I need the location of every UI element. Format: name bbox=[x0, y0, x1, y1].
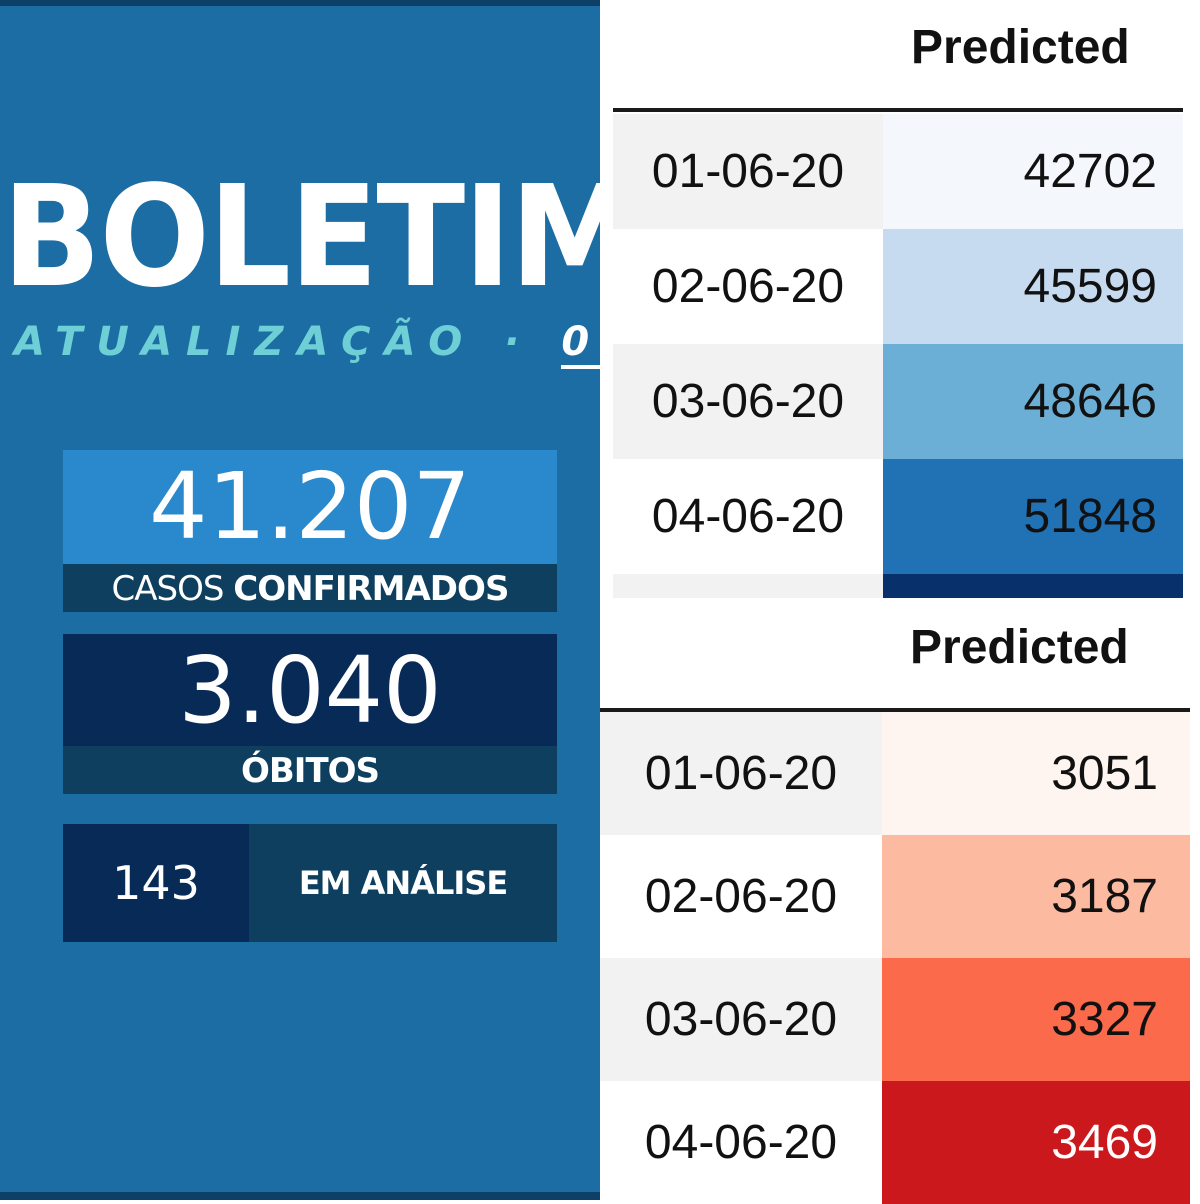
table-row: 04-06-20 3469 bbox=[600, 1081, 1190, 1204]
row-date: 04-06-20 bbox=[644, 1116, 838, 1169]
update-date: 0 bbox=[561, 319, 600, 369]
confirmed-cases-label: CASOS CONFIRMADOS bbox=[63, 566, 557, 612]
row-predicted-value: 3469 bbox=[882, 1081, 1190, 1204]
row-predicted-value: 51848 bbox=[883, 459, 1183, 574]
predicted-cases-header: Predicted bbox=[911, 21, 1130, 74]
row-predicted-value-partial bbox=[883, 574, 1183, 598]
confirmed-cases-label-bg bbox=[63, 564, 557, 612]
row-date: 03-06-20 bbox=[651, 375, 845, 428]
deaths-label-bg bbox=[63, 746, 557, 794]
row-predicted-value: 48646 bbox=[883, 344, 1183, 459]
table-row: 01-06-20 3051 bbox=[600, 712, 1190, 835]
row-date: 03-06-20 bbox=[644, 993, 838, 1046]
table-row: 02-06-20 45599 bbox=[613, 229, 1183, 344]
confirmed-cases-number-bg bbox=[63, 450, 557, 564]
predicted-cases-table: Predicted 01-06-20 42702 02-06-20 45599 03-0… bbox=[613, 0, 1200, 600]
predicted-deaths-header: Predicted bbox=[910, 621, 1129, 674]
under-analysis-value: 143 bbox=[112, 856, 200, 910]
table-row: 02-06-20 3187 bbox=[600, 835, 1190, 958]
row-predicted-value: 3051 bbox=[882, 712, 1190, 835]
header-rule bbox=[613, 108, 1183, 112]
update-label: ATUALIZAÇÃO · bbox=[14, 319, 534, 365]
deaths-value: 3.040 bbox=[178, 637, 442, 744]
table-row: 01-06-20 42702 bbox=[613, 114, 1183, 229]
boletim-title: BOLETIM bbox=[2, 156, 600, 319]
row-date: 02-06-20 bbox=[644, 870, 838, 923]
deaths-number-bg bbox=[63, 634, 557, 746]
confirmed-label-prefix: CASOS bbox=[111, 569, 225, 609]
table-row: 03-06-20 48646 bbox=[613, 344, 1183, 459]
confirmed-label-bold: CONFIRMADOS bbox=[233, 569, 509, 609]
row-date: 01-06-20 bbox=[651, 145, 845, 198]
confirmed-cases-value: 41.207 bbox=[149, 453, 471, 560]
row-predicted-value: 3327 bbox=[882, 958, 1190, 1081]
top-border bbox=[0, 0, 600, 6]
row-predicted-value: 42702 bbox=[883, 114, 1183, 229]
header-rule bbox=[600, 708, 1190, 712]
update-line: ATUALIZAÇÃO · 0 bbox=[14, 318, 600, 369]
table-row-partial bbox=[613, 574, 1183, 598]
row-predicted-value: 45599 bbox=[883, 229, 1183, 344]
under-analysis-number-bg bbox=[63, 824, 249, 942]
table-row: 04-06-20 51848 bbox=[613, 459, 1183, 574]
row-predicted-value: 3187 bbox=[882, 835, 1190, 958]
table-row: 03-06-20 3327 bbox=[600, 958, 1190, 1081]
predicted-deaths-table: Predicted 01-06-20 3051 02-06-20 3187 03-06-… bbox=[600, 600, 1200, 1204]
row-date: 04-06-20 bbox=[651, 490, 845, 543]
under-analysis-label-bg bbox=[249, 824, 557, 942]
under-analysis-label: EM ANÁLISE bbox=[298, 864, 508, 902]
boletim-panel: BOLETIM ATUALIZAÇÃO · 0 41.207 CASOS CON… bbox=[0, 0, 600, 1200]
under-analysis-box: 143 EM ANÁLISE bbox=[63, 824, 557, 942]
row-date: 02-06-20 bbox=[651, 260, 845, 313]
confirmed-cases-box: 41.207 CASOS CONFIRMADOS bbox=[63, 450, 557, 612]
deaths-label: ÓBITOS bbox=[240, 751, 380, 791]
bottom-border bbox=[0, 1192, 600, 1200]
row-date: 01-06-20 bbox=[644, 747, 838, 800]
deaths-box: 3.040 ÓBITOS bbox=[63, 634, 557, 794]
